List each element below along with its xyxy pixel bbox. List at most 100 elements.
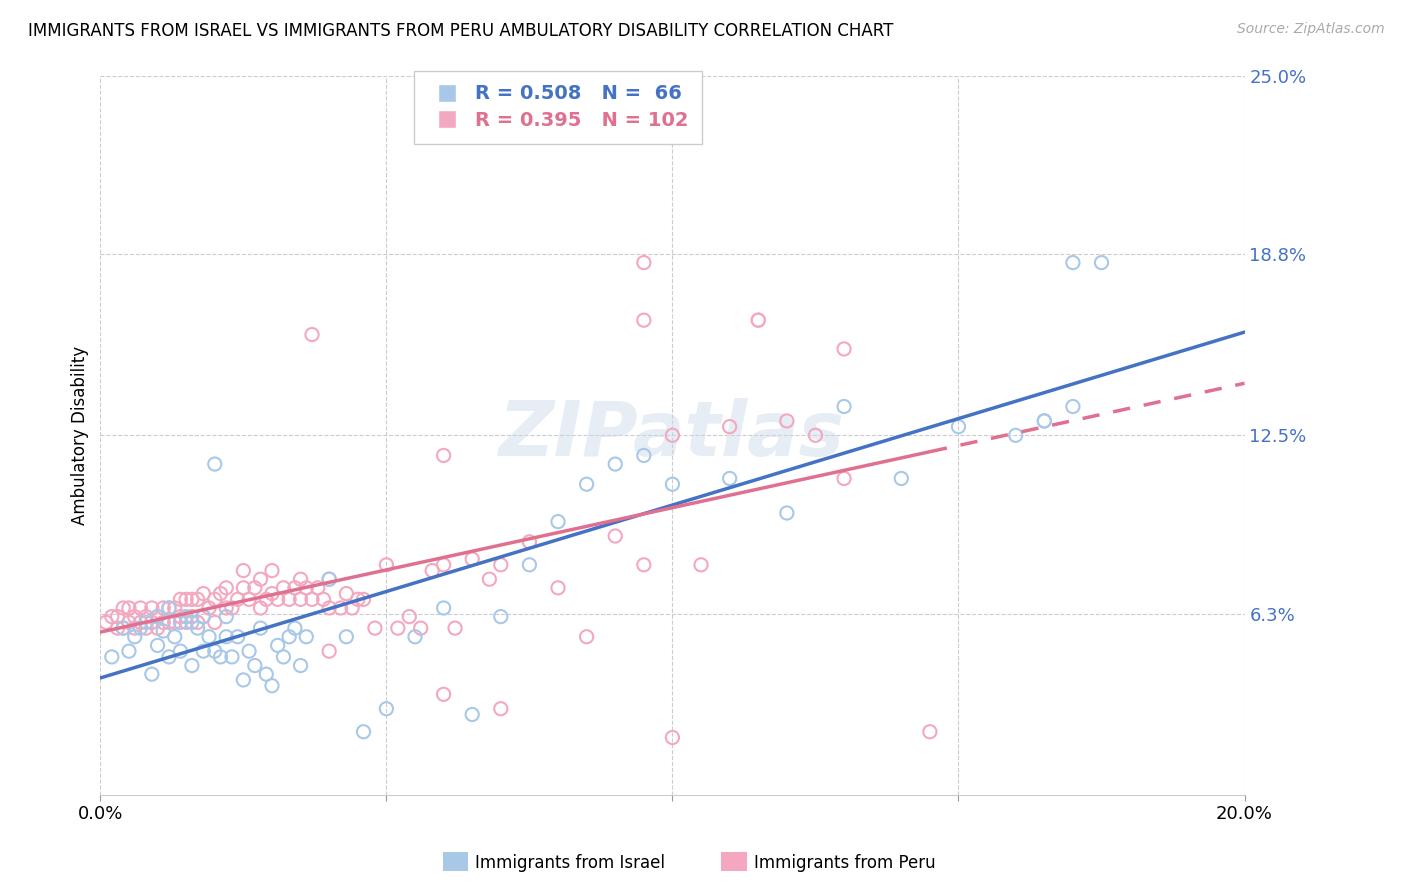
Point: [163, 601, 186, 615]
Point: [221, 649, 243, 664]
Point: [226, 630, 249, 644]
Point: [135, 615, 157, 630]
Text: ZIPatlas: ZIPatlas: [499, 399, 845, 472]
Point: [547, 515, 569, 529]
Point: [238, 592, 260, 607]
Point: [832, 342, 855, 356]
Legend: R = 0.508   N =  66, R = 0.395   N = 102: R = 0.508 N = 66, R = 0.395 N = 102: [415, 70, 702, 144]
Point: [409, 621, 432, 635]
Point: [141, 667, 163, 681]
Point: [94, 615, 117, 630]
Point: [169, 615, 191, 630]
Point: [232, 581, 254, 595]
Point: [215, 601, 238, 615]
Point: [124, 630, 146, 644]
Point: [135, 609, 157, 624]
Point: [633, 558, 655, 572]
Point: [346, 592, 368, 607]
Point: [575, 477, 598, 491]
Point: [204, 592, 226, 607]
Point: [129, 615, 152, 630]
Point: [118, 644, 141, 658]
Point: [444, 621, 467, 635]
Point: [129, 621, 152, 635]
Point: [273, 581, 295, 595]
Point: [204, 615, 226, 630]
Point: [152, 624, 174, 638]
Point: [180, 658, 202, 673]
Point: [180, 615, 202, 630]
Point: [118, 601, 141, 615]
Point: [152, 601, 174, 615]
Point: [146, 639, 169, 653]
Bar: [721, 852, 747, 871]
Point: [375, 558, 398, 572]
Point: [187, 615, 209, 630]
Point: [461, 552, 484, 566]
Point: [1062, 255, 1084, 269]
Point: [489, 702, 512, 716]
Point: [605, 529, 627, 543]
Point: [301, 327, 323, 342]
Point: [1033, 414, 1056, 428]
Point: [387, 621, 409, 635]
Point: [633, 255, 655, 269]
Point: [489, 609, 512, 624]
Point: [273, 649, 295, 664]
Point: [146, 609, 169, 624]
Point: [290, 572, 312, 586]
Point: [146, 609, 169, 624]
Point: [101, 649, 124, 664]
Point: [318, 644, 340, 658]
Point: [776, 506, 799, 520]
Point: [187, 592, 209, 607]
Point: [129, 601, 152, 615]
Point: [260, 564, 283, 578]
Point: [290, 658, 312, 673]
Point: [318, 572, 340, 586]
Point: [335, 586, 357, 600]
Point: [180, 592, 202, 607]
Point: [301, 592, 323, 607]
Point: [295, 581, 318, 595]
Point: [238, 644, 260, 658]
Point: [718, 471, 741, 485]
Point: [157, 601, 180, 615]
Point: [209, 586, 232, 600]
Point: [420, 564, 443, 578]
Point: [215, 630, 238, 644]
Bar: [443, 852, 468, 871]
Point: [198, 601, 221, 615]
Point: [118, 615, 141, 630]
Point: [169, 609, 191, 624]
Point: [226, 592, 249, 607]
Point: [433, 601, 456, 615]
Point: [375, 702, 398, 716]
Point: [433, 558, 456, 572]
Point: [141, 601, 163, 615]
Point: [718, 419, 741, 434]
Point: [690, 558, 713, 572]
Point: [107, 609, 129, 624]
Point: [204, 644, 226, 658]
Y-axis label: Ambulatory Disability: Ambulatory Disability: [72, 346, 89, 524]
Point: [243, 581, 266, 595]
Point: [1090, 255, 1112, 269]
Point: [174, 592, 197, 607]
Point: [193, 609, 215, 624]
Point: [433, 449, 456, 463]
Point: [575, 630, 598, 644]
Text: Source: ZipAtlas.com: Source: ZipAtlas.com: [1237, 22, 1385, 37]
Point: [398, 609, 420, 624]
Point: [605, 457, 627, 471]
Point: [254, 592, 277, 607]
Point: [364, 621, 387, 635]
Point: [135, 621, 157, 635]
Point: [918, 724, 941, 739]
Point: [661, 428, 683, 442]
Point: [318, 572, 340, 586]
Point: [633, 313, 655, 327]
Point: [832, 400, 855, 414]
Point: [157, 615, 180, 630]
Point: [278, 592, 301, 607]
